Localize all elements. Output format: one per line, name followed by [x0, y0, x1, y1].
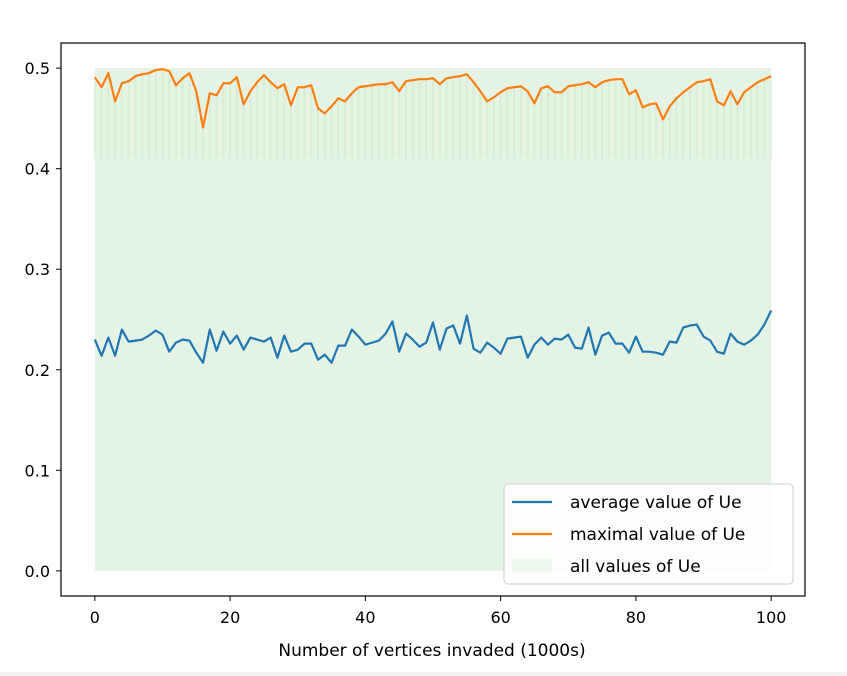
y-tick-label: 0.2 — [25, 361, 50, 380]
x-tick-label: 40 — [355, 608, 375, 627]
legend-box — [503, 483, 794, 585]
x-axis-ticks: 0 20 40 60 80 100 — [90, 596, 787, 627]
series-lines — [93, 68, 773, 364]
y-tick-label: 0.4 — [25, 160, 50, 179]
y-tick-label: 0.3 — [25, 260, 50, 279]
plot-frame — [60, 42, 806, 597]
legend-label: all values of Ue — [570, 557, 701, 577]
legend-label: maximal value of Ue — [570, 525, 745, 545]
y-tick-label: 0.1 — [25, 461, 50, 480]
x-tick-label: 80 — [626, 608, 646, 627]
y-tick-label: 0.0 — [25, 562, 50, 581]
y-axis-ticks: 0.0 0.1 0.2 0.3 0.4 0.5 — [25, 59, 61, 581]
legend: average value of Ue maximal value of Ue al… — [503, 483, 794, 585]
x-tick-label: 100 — [756, 608, 787, 627]
all-values-fill-band — [93, 68, 773, 571]
maximal-value-line — [93, 68, 772, 129]
axes — [60, 42, 806, 597]
legend-swatch-all-values — [512, 559, 552, 573]
x-axis-label: Number of vertices invaded (1000s) — [278, 641, 585, 661]
bottom-strip — [0, 672, 847, 676]
average-value-line — [93, 309, 773, 364]
legend-label: average value of Ue — [570, 493, 742, 513]
x-tick-label: 0 — [90, 608, 100, 627]
x-tick-label: 60 — [490, 608, 510, 627]
x-tick-label: 20 — [220, 608, 240, 627]
y-tick-label: 0.5 — [25, 59, 50, 78]
